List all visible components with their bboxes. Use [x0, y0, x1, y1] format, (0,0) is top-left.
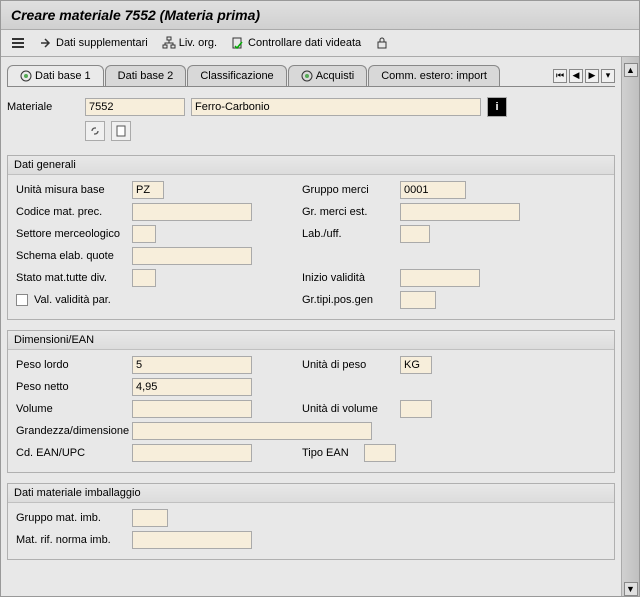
materiale-code-input[interactable] — [85, 98, 185, 116]
codice-mat-prec-label: Codice mat. prec. — [16, 206, 126, 218]
unita-di-peso-label: Unità di peso — [302, 359, 394, 371]
gr-tipi-pos-gen-label: Gr.tipi.pos.gen — [302, 294, 394, 306]
mat-rif-norma-imb-input[interactable] — [132, 531, 252, 549]
title-bar: Creare materiale 7552 (Materia prima) — [1, 1, 639, 30]
dati-generali-title: Dati generali — [8, 156, 614, 175]
liv-org-label: Liv. org. — [179, 37, 217, 49]
scroll-up-icon[interactable]: ▲ — [624, 63, 638, 77]
lab-uff-label: Lab./uff. — [302, 228, 394, 240]
settore-merceologico-label: Settore merceologico — [16, 228, 126, 240]
vertical-scrollbar[interactable]: ▲ ▼ — [621, 57, 639, 596]
controllare-label: Controllare dati videata — [248, 37, 361, 49]
volume-input[interactable] — [132, 400, 252, 418]
imballaggio-title: Dati materiale imballaggio — [8, 484, 614, 503]
tab-classificazione[interactable]: Classificazione — [187, 65, 286, 86]
tab-prev-icon[interactable]: ◀ — [569, 69, 583, 83]
grandezza-label: Grandezza/dimensione — [16, 425, 126, 437]
tab-list-icon[interactable]: ▾ — [601, 69, 615, 83]
gr-merci-est-input[interactable] — [400, 203, 520, 221]
val-validita-par-checkbox[interactable] — [16, 294, 28, 306]
app-window: Creare materiale 7552 (Materia prima) Da… — [0, 0, 640, 597]
peso-lordo-input[interactable] — [132, 356, 252, 374]
grandezza-input[interactable] — [132, 422, 372, 440]
tab-comm-estero[interactable]: Comm. estero: import — [368, 65, 500, 86]
unita-di-volume-input[interactable] — [400, 400, 432, 418]
tab-dati-base-2[interactable]: Dati base 2 — [105, 65, 187, 86]
tab-acquisti[interactable]: Acquisti — [288, 65, 368, 86]
val-validita-par-label: Val. validità par. — [34, 294, 111, 306]
unita-di-volume-label: Unità di volume — [302, 403, 394, 415]
info-icon[interactable]: i — [487, 97, 507, 117]
gruppo-mat-imb-label: Gruppo mat. imb. — [16, 512, 126, 524]
dati-supplementari-label: Dati supplementari — [56, 37, 148, 49]
document-icon[interactable] — [111, 121, 131, 141]
link-icon[interactable] — [85, 121, 105, 141]
window-title: Creare materiale 7552 (Materia prima) — [11, 7, 260, 23]
codice-mat-prec-input[interactable] — [132, 203, 252, 221]
dati-supplementari-button[interactable]: Dati supplementari — [39, 36, 148, 50]
settore-merceologico-input[interactable] — [132, 225, 156, 243]
toolbar: Dati supplementari Liv. org. Controllare… — [1, 30, 639, 57]
cd-ean-input[interactable] — [132, 444, 252, 462]
tipo-ean-input[interactable] — [364, 444, 396, 462]
dimensioni-group: Dimensioni/EAN Peso lordo Unità di peso — [7, 330, 615, 473]
tab-dati-base-1[interactable]: Dati base 1 — [7, 65, 104, 86]
lock-icon[interactable] — [375, 36, 389, 50]
menu-icon[interactable] — [11, 36, 25, 50]
inizio-validita-input[interactable] — [400, 269, 480, 287]
scroll-down-icon[interactable]: ▼ — [624, 582, 638, 596]
tab-next-icon[interactable]: ▶ — [585, 69, 599, 83]
imballaggio-group: Dati materiale imballaggio Gruppo mat. i… — [7, 483, 615, 560]
dimensioni-title: Dimensioni/EAN — [8, 331, 614, 350]
dati-generali-group: Dati generali Unità misura base Gruppo m… — [7, 155, 615, 320]
volume-label: Volume — [16, 403, 126, 415]
controllare-button[interactable]: Controllare dati videata — [231, 36, 361, 50]
schema-elab-quote-label: Schema elab. quote — [16, 250, 126, 262]
peso-netto-input[interactable] — [132, 378, 252, 396]
liv-org-button[interactable]: Liv. org. — [162, 36, 217, 50]
unita-di-peso-input[interactable] — [400, 356, 432, 374]
materiale-row: Materiale i — [7, 97, 615, 117]
materiale-label: Materiale — [7, 101, 79, 113]
gr-merci-est-label: Gr. merci est. — [302, 206, 394, 218]
gruppo-merci-label: Gruppo merci — [302, 184, 394, 196]
main-area: Dati base 1 Dati base 2 Classificazione … — [1, 57, 621, 596]
gruppo-merci-input[interactable] — [400, 181, 466, 199]
stato-mat-tutte-div-label: Stato mat.tutte div. — [16, 272, 126, 284]
unita-misura-base-input[interactable] — [132, 181, 164, 199]
gruppo-mat-imb-input[interactable] — [132, 509, 168, 527]
peso-lordo-label: Peso lordo — [16, 359, 126, 371]
peso-netto-label: Peso netto — [16, 381, 126, 393]
gr-tipi-pos-gen-input[interactable] — [400, 291, 436, 309]
mat-rif-norma-imb-label: Mat. rif. norma imb. — [16, 534, 126, 546]
unita-misura-base-label: Unità misura base — [16, 184, 126, 196]
tab-strip: Dati base 1 Dati base 2 Classificazione … — [7, 65, 615, 87]
schema-elab-quote-input[interactable] — [132, 247, 252, 265]
materiale-desc-input[interactable] — [191, 98, 481, 116]
lab-uff-input[interactable] — [400, 225, 430, 243]
tab-first-icon[interactable]: ⏮ — [553, 69, 567, 83]
tipo-ean-label: Tipo EAN — [302, 447, 358, 459]
content-area: Dati base 1 Dati base 2 Classificazione … — [1, 57, 639, 596]
stato-mat-tutte-div-input[interactable] — [132, 269, 156, 287]
cd-ean-label: Cd. EAN/UPC — [16, 447, 126, 459]
inizio-validita-label: Inizio validità — [302, 272, 394, 284]
